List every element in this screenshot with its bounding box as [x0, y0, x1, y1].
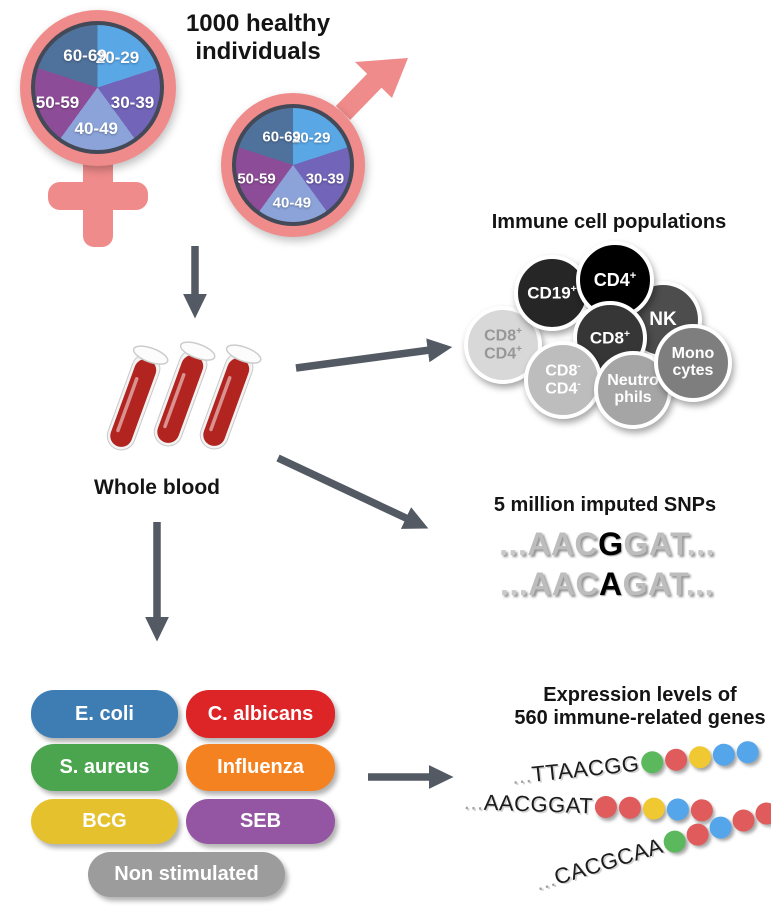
page-title: 1000 healthy individuals: [185, 10, 331, 65]
expression-dot: [687, 745, 713, 770]
cell-cd4pos: CD4+: [576, 241, 654, 319]
age-group-label: 30-39: [305, 170, 345, 188]
stimulus-non-stimulated: Non stimulated: [88, 852, 285, 897]
blood-tube: [153, 341, 216, 447]
expression-dot: [729, 806, 758, 835]
blood-tube: [106, 345, 169, 451]
female-age-pie-chart: 20-29 30-39 40-49 50-59 60-69: [31, 21, 164, 154]
female-cross-horizontal: [48, 182, 148, 210]
cell-label-line: CD8-: [545, 360, 581, 380]
blood-tubes-icon: [106, 341, 262, 451]
expression-dot: [664, 747, 689, 772]
stimulus-label: C. albicans: [207, 702, 314, 725]
age-group-label: 50-59: [35, 92, 80, 112]
whole-blood-label: Whole blood: [94, 476, 220, 499]
expression-dot: [706, 813, 735, 842]
blood-tube: [199, 344, 262, 450]
expression-dot: [666, 798, 690, 821]
female-symbol-icon: [48, 152, 148, 247]
stimulus-label: BCG: [82, 810, 127, 832]
male-symbol-icon: [335, 58, 408, 120]
snp-sequence-row: ...AACGGAT...: [499, 526, 715, 562]
age-group-label: 40-49: [272, 194, 312, 212]
stimulus-label: E. coli: [75, 702, 134, 725]
stimulus-label: SEB: [239, 810, 282, 832]
cell-label-line: CD4+: [593, 269, 637, 290]
snp-sequences: ...AACGGAT... ...AACAGAT...: [452, 524, 762, 604]
expression-dot: [752, 799, 771, 828]
expression-dot: [642, 797, 666, 821]
stimulus-label: Influenza: [217, 756, 304, 778]
cell-label-line: CD19+: [527, 282, 577, 303]
snp-allele: G: [598, 526, 624, 562]
age-group-label: 50-59: [237, 170, 276, 188]
cell-label-line: phils: [614, 389, 652, 406]
snps-heading: 5 million imputed SNPs: [493, 494, 717, 516]
expression-dot: [711, 742, 736, 767]
expression-heading: Expression levels of 560 immune-related …: [514, 684, 766, 729]
stimulus-label: S. aureus: [59, 756, 150, 778]
expression-dot: [640, 750, 665, 775]
male-age-pie-chart: 20-29 30-39 40-49 50-59 60-69: [232, 104, 354, 226]
cell-label-line: Neutro: [607, 372, 659, 390]
gene-sequence: ...AACGGAT: [463, 789, 594, 819]
cell-label-line: cytes: [672, 362, 714, 379]
expression-dot: [684, 820, 712, 849]
age-group-label: 20-29: [292, 129, 331, 147]
cell-cd8neg-cd4neg: CD8- CD4-: [524, 341, 602, 419]
age-group-label: 40-49: [74, 118, 118, 138]
cell-label-line: Mono: [671, 345, 715, 363]
stimulus-label: Non stimulated: [114, 863, 259, 885]
expression-dot: [735, 740, 760, 765]
stimulus-seb: SEB: [186, 799, 335, 844]
cell-label-line: CD4+: [484, 344, 522, 363]
arrow-blood-to-cells: [295, 338, 453, 372]
snp-sequence-row: ...AACAGAT...: [500, 566, 714, 602]
immune-cells-heading: Immune cell populations: [491, 211, 727, 233]
cell-label-line: CD8+: [484, 325, 522, 345]
stimulus-e-coli: E. coli: [31, 690, 178, 738]
stimulus-c-albicans: C. albicans: [186, 690, 335, 738]
cell-label-line: CD4-: [545, 379, 581, 398]
expression-dot: [594, 795, 618, 819]
stimulus-bcg: BCG: [31, 799, 178, 844]
male-arrow-shaft: [335, 70, 386, 120]
age-group-label: 60-69: [63, 46, 107, 66]
cell-label-line: CD8+: [589, 327, 631, 348]
expression-dot: [661, 827, 689, 856]
stimulus-influenza: Influenza: [186, 744, 335, 791]
age-group-label: 20-29: [95, 47, 140, 67]
age-group-label: 30-39: [110, 92, 155, 112]
male-arrow-head: [355, 58, 408, 98]
age-group-label: 60-69: [262, 128, 301, 145]
snp-allele: A: [599, 566, 623, 602]
stimulus-s-aureus: S. aureus: [31, 744, 178, 791]
expression-dot: [618, 796, 642, 820]
arrow-blood-to-snps: [276, 454, 429, 529]
cell-monocytes: Mono cytes: [654, 324, 732, 402]
cell-label-line: NK: [649, 309, 677, 331]
flow-arrows: [145, 246, 454, 789]
